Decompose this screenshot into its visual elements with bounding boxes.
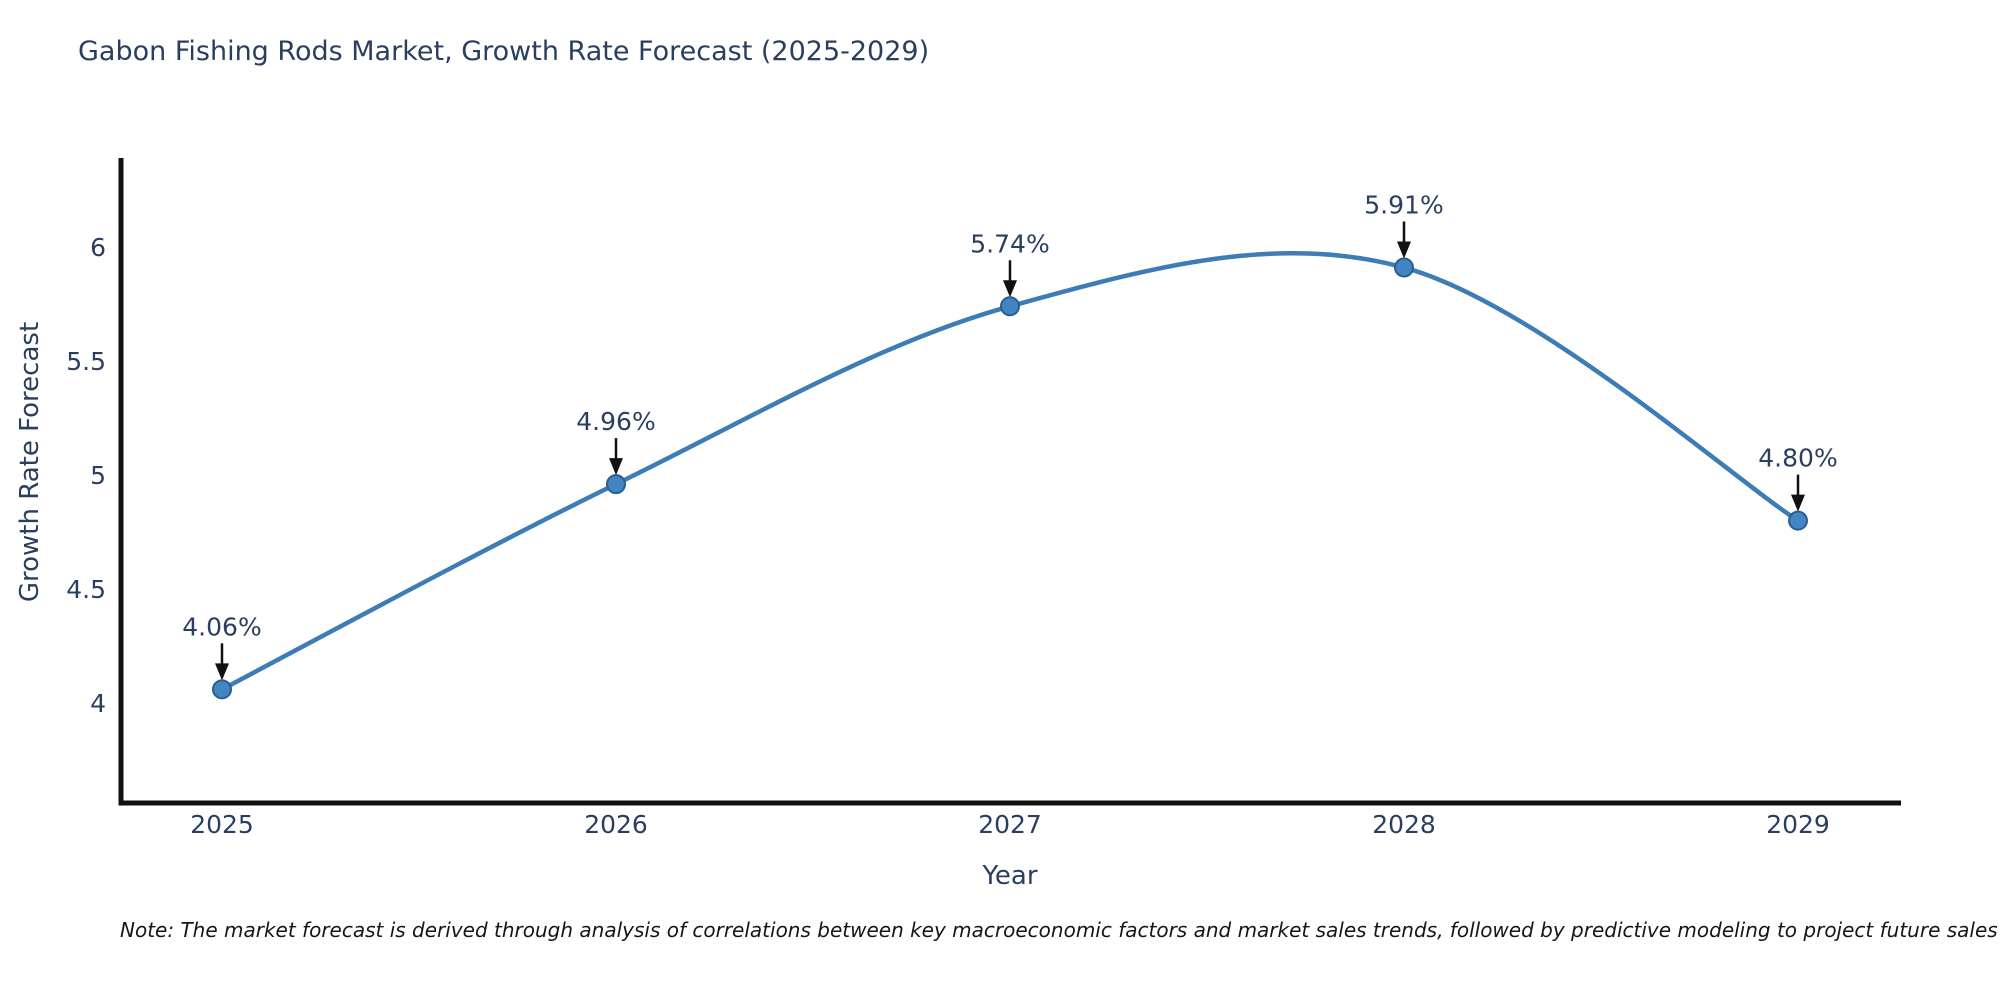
data-point-marker [1788, 510, 1808, 531]
annotation-arrowhead [1791, 494, 1805, 512]
annotation-label: 4.96% [576, 407, 655, 436]
x-tick-label: 2025 [190, 810, 254, 839]
y-tick-label: 4.5 [66, 575, 106, 604]
data-point-marker [212, 679, 232, 700]
data-point-marker [1000, 296, 1020, 317]
x-tick-label: 2026 [584, 810, 648, 839]
data-point-marker [606, 474, 626, 495]
annotation-label: 5.74% [970, 229, 1049, 258]
trend-line [219, 251, 1801, 692]
x-axis-title: Year [982, 861, 1038, 891]
y-tick-label: 6 [90, 233, 106, 262]
annotation-arrowhead [215, 663, 229, 681]
footnote: Note: The market forecast is derived thr… [120, 918, 1998, 942]
y-tick-label: 5 [90, 461, 106, 490]
x-tick-label: 2028 [1372, 810, 1436, 839]
y-tick-label: 5.5 [66, 347, 106, 376]
annotation-label: 5.91% [1364, 191, 1443, 220]
data-point-marker [1394, 257, 1414, 278]
y-tick-label: 4 [90, 689, 106, 718]
annotation-label: 4.80% [1758, 444, 1837, 473]
annotation-arrowhead [1397, 241, 1411, 259]
annotation-arrowhead [609, 458, 623, 476]
x-tick-label: 2029 [1766, 810, 1830, 839]
annotation-arrowhead [1003, 280, 1017, 298]
chart-title: Gabon Fishing Rods Market, Growth Rate F… [78, 36, 930, 67]
x-tick-label: 2027 [978, 810, 1042, 839]
annotation-label: 4.06% [182, 612, 261, 641]
